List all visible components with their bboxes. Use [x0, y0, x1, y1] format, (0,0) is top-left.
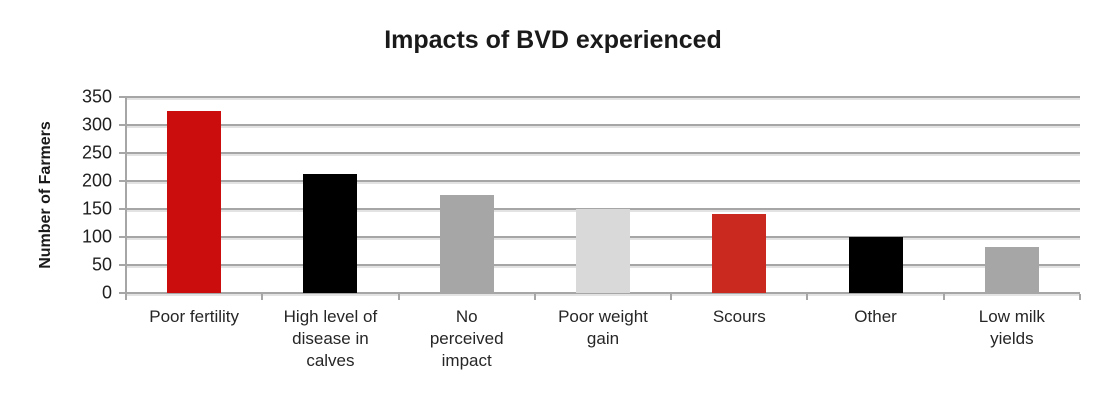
- category-label: Scours: [712, 307, 766, 326]
- y-axis-tick: [119, 96, 126, 98]
- bar-other: [848, 237, 903, 293]
- x-axis-tick: [1079, 294, 1081, 300]
- x-axis-tick: [397, 294, 400, 300]
- category-label: Poor fertility: [149, 307, 240, 326]
- x-axis-tick: [670, 294, 673, 300]
- y-axis-line: [125, 97, 127, 299]
- category-label: Poor weight gain: [558, 307, 648, 348]
- bar-poor-weight-gain: [576, 209, 630, 293]
- y-axis-tick: [119, 152, 126, 154]
- gridline-350: [126, 96, 1080, 98]
- x-axis-tick: [533, 294, 536, 300]
- y-axis-tick: [119, 208, 126, 210]
- x-axis-tick: [942, 294, 945, 300]
- y-tick-label: 0: [101, 282, 112, 303]
- y-axis-tick: [119, 236, 126, 238]
- category-label: Low milk yields: [978, 307, 1045, 348]
- y-tick-label: 100: [81, 226, 112, 247]
- gridline-300: [126, 124, 1080, 126]
- category-label: Other: [854, 307, 897, 326]
- bar-scours: [712, 214, 767, 293]
- bar-poor-fertility: [167, 111, 222, 293]
- y-tick-label: 50: [91, 254, 112, 275]
- y-axis-tick: [119, 180, 126, 182]
- y-axis-tick: [119, 124, 126, 126]
- category-label: High level of disease in calves: [283, 307, 378, 370]
- bar-no-perceived-impact: [439, 195, 494, 293]
- y-axis-tick: [119, 292, 126, 294]
- y-tick-label: 200: [81, 170, 112, 191]
- gridline-0: [126, 292, 1080, 294]
- y-tick-label: 350: [81, 86, 112, 107]
- y-tick-label: 150: [81, 198, 112, 219]
- chart-title: Impacts of BVD experienced: [384, 26, 722, 54]
- x-axis-tick: [806, 294, 809, 300]
- x-axis-tick: [125, 294, 127, 300]
- gridline-200: [126, 180, 1080, 182]
- y-axis-tick: [119, 264, 126, 266]
- y-tick-label: 300: [81, 114, 112, 135]
- bar-low-milk-yields: [984, 246, 1039, 293]
- y-tick-label: 250: [81, 142, 112, 163]
- gridline-250: [126, 152, 1080, 154]
- bar-high-level-of-disease-in-calves: [303, 173, 358, 293]
- x-axis-tick: [261, 294, 264, 300]
- category-label: No perceived impact: [429, 307, 504, 370]
